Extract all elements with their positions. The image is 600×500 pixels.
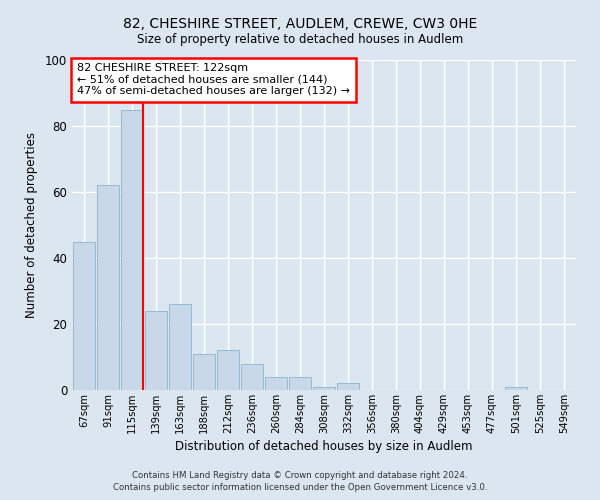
Text: Contains HM Land Registry data © Crown copyright and database right 2024.
Contai: Contains HM Land Registry data © Crown c…	[113, 471, 487, 492]
Bar	[169, 304, 191, 390]
Bar	[505, 386, 527, 390]
Bar	[265, 377, 287, 390]
Bar	[313, 386, 335, 390]
X-axis label: Distribution of detached houses by size in Audlem: Distribution of detached houses by size …	[175, 440, 473, 453]
Bar	[73, 242, 95, 390]
Text: 82, CHESHIRE STREET, AUDLEM, CREWE, CW3 0HE: 82, CHESHIRE STREET, AUDLEM, CREWE, CW3 …	[123, 18, 477, 32]
Text: Size of property relative to detached houses in Audlem: Size of property relative to detached ho…	[137, 32, 463, 46]
Y-axis label: Number of detached properties: Number of detached properties	[25, 132, 38, 318]
Bar	[193, 354, 215, 390]
Bar	[121, 110, 143, 390]
Bar	[241, 364, 263, 390]
Bar	[289, 377, 311, 390]
Bar	[217, 350, 239, 390]
Bar	[97, 186, 119, 390]
Bar	[145, 311, 167, 390]
Bar	[337, 384, 359, 390]
Text: 82 CHESHIRE STREET: 122sqm
← 51% of detached houses are smaller (144)
47% of sem: 82 CHESHIRE STREET: 122sqm ← 51% of deta…	[77, 64, 350, 96]
